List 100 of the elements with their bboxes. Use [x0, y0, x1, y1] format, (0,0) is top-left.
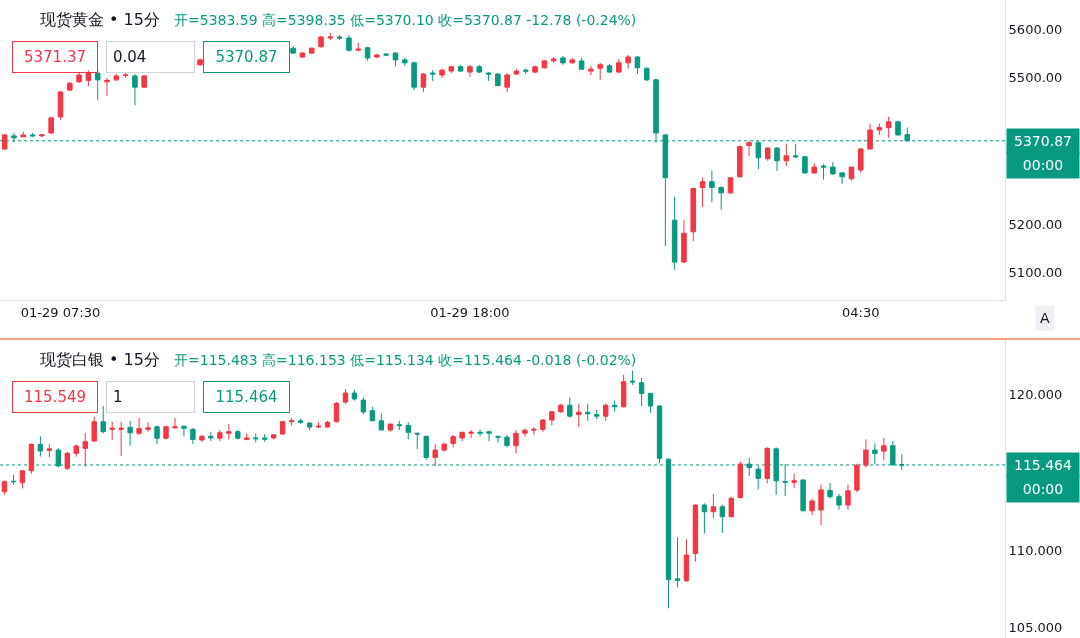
candlestick: [585, 403, 591, 422]
candlestick: [402, 57, 408, 67]
candlestick: [244, 432, 250, 441]
candlestick: [818, 484, 824, 526]
candlestick: [477, 428, 483, 437]
candlestick: [163, 424, 169, 440]
candlestick: [450, 434, 456, 448]
text: 开=5383.59 高=5398.35 低=5370.10 收=5370.87 -12.78 (-0.24%): [174, 12, 637, 28]
candlestick: [513, 68, 520, 76]
candlestick: [459, 431, 465, 442]
candlestick: [643, 66, 650, 82]
candlestick: [532, 65, 538, 74]
candlestick: [141, 74, 148, 89]
candlestick: [737, 145, 743, 179]
candlestick: [764, 446, 770, 484]
candlestick: [113, 73, 120, 82]
candlestick: [20, 131, 27, 138]
candlestick: [885, 116, 892, 139]
candlestick: [854, 463, 860, 493]
candlestick: [569, 57, 576, 65]
annotation: 5371.37: [23, 48, 87, 66]
candlestick: [701, 502, 708, 534]
candlestick: [448, 65, 455, 74]
candlestick: [764, 146, 771, 162]
candlestick: [387, 423, 394, 433]
candlestick: [839, 171, 845, 185]
candlestick: [820, 163, 827, 181]
candlestick: [625, 54, 631, 70]
candlestick: [423, 435, 429, 461]
candlestick: [848, 166, 855, 182]
candlestick: [863, 438, 869, 469]
candlestick: [504, 434, 510, 448]
candlestick: [602, 403, 609, 422]
candlestick: [405, 421, 411, 440]
candlestick: [306, 421, 313, 431]
candlestick: [719, 504, 726, 534]
candlestick: [683, 538, 690, 583]
annotation: 0.04: [113, 48, 147, 66]
candlestick: [145, 421, 151, 433]
candlestick: [802, 155, 808, 175]
candlestick: [606, 63, 613, 74]
candlestick: [495, 72, 501, 87]
candlestick: [369, 406, 376, 422]
candlestick: [439, 68, 445, 79]
candlestick: [690, 187, 697, 242]
candlestick: [457, 64, 464, 73]
y-tick-label: 110.000: [1008, 542, 1063, 558]
y-tick-label: 105.000: [1008, 620, 1063, 636]
candlestick: [154, 424, 160, 445]
candlestick: [550, 56, 557, 64]
candlestick: [588, 65, 594, 76]
candlestick: [432, 443, 438, 467]
candlestick: [10, 474, 17, 486]
candlestick: [324, 420, 331, 429]
annotation: 5370.87: [215, 48, 278, 66]
candlestick: [383, 52, 389, 57]
candlestick: [800, 478, 806, 512]
candlestick: [513, 429, 519, 454]
candlestick: [336, 34, 343, 41]
x-tick-label: 04:30: [842, 304, 880, 320]
candlestick: [709, 169, 715, 203]
candlestick: [429, 69, 436, 82]
candlestick: [1, 480, 8, 496]
candlestick: [315, 421, 322, 429]
candlestick: [318, 35, 324, 49]
candlestick: [647, 392, 654, 414]
candlestick: [792, 143, 799, 159]
candlestick: [28, 442, 35, 475]
candlestick: [895, 120, 901, 137]
candlestick: [468, 429, 474, 439]
candlestick: [327, 32, 334, 41]
candlestick: [737, 460, 743, 500]
y-tick-label: 5200.00: [1008, 216, 1063, 232]
candlestick: [19, 469, 26, 490]
candlestick: [414, 431, 420, 450]
candlestick: [827, 482, 833, 500]
candlestick: [57, 90, 64, 121]
candlestick: [226, 423, 232, 440]
candlestick: [190, 427, 196, 445]
candlestick: [594, 409, 600, 420]
candlestick: [486, 430, 492, 442]
candlestick: [671, 196, 678, 271]
candlestick: [634, 55, 641, 75]
candlestick: [355, 42, 362, 52]
candlestick: [616, 58, 622, 74]
candlestick: [172, 417, 178, 430]
candlestick: [109, 421, 115, 441]
text: A: [1040, 310, 1050, 326]
candlestick: [420, 72, 427, 93]
candlestick: [122, 72, 129, 79]
candlestick: [549, 410, 555, 426]
annotation: 1: [113, 388, 123, 406]
x-tick-label: 01-29 07:30: [20, 304, 101, 320]
candlestick: [132, 73, 138, 106]
candlestick: [297, 417, 304, 425]
candlestick: [611, 400, 618, 412]
text: 开=115.483 高=116.153 低=115.134 收=115.464 -0.018 (-0.02%): [174, 352, 637, 368]
candlestick: [181, 425, 187, 437]
candlestick: [136, 417, 142, 436]
candlestick: [374, 53, 380, 59]
